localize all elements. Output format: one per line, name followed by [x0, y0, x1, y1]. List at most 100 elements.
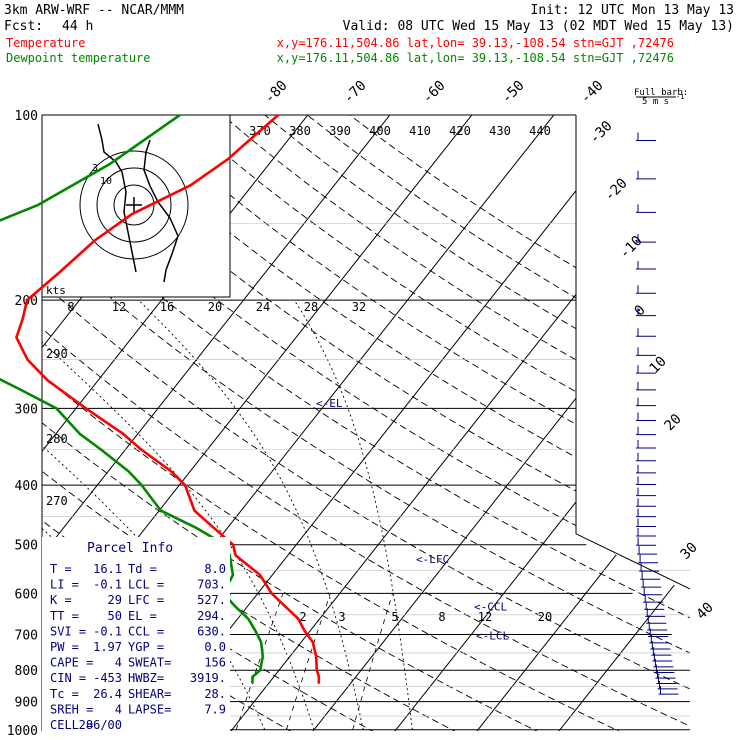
isotherm-tick-label: 40: [694, 600, 717, 623]
legend-dewpoint-info: x,y=176.11,504.86 lat,lon= 39.13,-108.54…: [277, 51, 674, 65]
dewpoint-series: [0, 113, 265, 685]
isotherm-tick-label: -30: [587, 118, 616, 147]
temperature-line-point: [213, 527, 216, 530]
dewpoint-line-point: [55, 407, 58, 410]
parcel-info-cell: LCL =: [128, 578, 164, 592]
pressure-tick-label: 700: [15, 629, 38, 644]
dewpoint-line-point: [196, 527, 198, 530]
theta-label: 400: [369, 124, 391, 138]
isotherm-tick-label: 20: [662, 411, 685, 434]
mixing-ratio-bottom-label: 2: [299, 610, 306, 624]
dewpoint-line-point: [179, 114, 181, 116]
legend-temperature-info: x,y=176.11,504.86 lat,lon= 39.13,-108.54…: [277, 36, 674, 50]
parcel-info-cell: 29: [108, 593, 122, 607]
pressure-tick-label: 400: [15, 479, 38, 494]
isotherm-tick-label: -70: [341, 78, 370, 107]
parcel-info-cell: 286/00: [79, 718, 122, 732]
moist-adiabat-line: [293, 299, 413, 730]
inset-location-map: 3 10 kts: [41, 114, 231, 298]
terrain-contour-path: [143, 139, 179, 283]
legend-temperature: Temperature: [6, 36, 85, 50]
parcel-info-cell: 703.: [197, 578, 226, 592]
temperature-line-point: [284, 605, 287, 608]
theta-label: 390: [329, 124, 351, 138]
mixing-ratio-top-label: 24: [256, 300, 270, 314]
temperature-line-point: [311, 641, 314, 643]
parcel-info-cell: CCL =: [128, 624, 164, 638]
station-crosshair-icon: [126, 197, 142, 213]
temperature-line-point: [26, 299, 28, 301]
parcel-level-label: <-LCL: [476, 630, 509, 643]
range-ring-label: 10: [100, 176, 112, 187]
isotherm-tick-label: -10: [617, 233, 646, 262]
theta-label: 420: [449, 124, 471, 138]
parcel-info-cell: K =: [50, 593, 72, 607]
parcel-info-cell: SHEAR=: [128, 687, 171, 701]
mixing-ratio-bottom-label: 3: [338, 610, 345, 624]
temperature-line-point: [59, 271, 61, 273]
wind-barb-column: [636, 132, 679, 695]
dewpoint-line-point: [20, 389, 22, 391]
theta-label: 380: [289, 124, 311, 138]
isotherm-tick-label: -50: [499, 78, 528, 107]
dewpoint-line-point: [100, 448, 102, 451]
parcel-info-cell: Td =: [128, 562, 157, 576]
model-title: 3km ARW-WRF -- NCAR/MMM: [4, 3, 184, 18]
dewpoint-line-point: [254, 629, 257, 632]
theta-label: 410: [409, 124, 431, 138]
dry-adiabat-line: [42, 115, 644, 731]
temperature-line-point: [318, 675, 320, 678]
parcel-info-cell: 4: [115, 656, 122, 670]
isotherm-line: [385, 115, 690, 731]
temperature-line-point: [26, 358, 29, 361]
mixing-ratio-top-label: 20: [208, 300, 222, 314]
theta-label: 440: [529, 124, 551, 138]
parcel-info-cell: 527.: [197, 593, 226, 607]
isotherm-tick-label: 30: [678, 540, 701, 563]
parcel-info-cell: HWBZ=: [128, 671, 164, 685]
parcel-info-cell: 630.: [197, 624, 226, 638]
forecast-label: Fcst:: [4, 19, 43, 34]
mixing-ratio-line: [352, 593, 393, 730]
parcel-info-cell: 156: [204, 656, 226, 670]
parcel-info-cell: 7.9: [204, 702, 226, 716]
temperature-line-point: [84, 407, 87, 410]
parcel-info-cell: CAPE =: [50, 656, 93, 670]
pressure-tick-label: 1000: [7, 724, 38, 739]
parcel-level-label: <-LFC: [416, 553, 449, 566]
forecast-hour: 44 h: [62, 19, 93, 34]
parcel-info-cell: SREH =: [50, 702, 93, 716]
parcel-info-cell: -0.1: [93, 624, 122, 638]
isotherm-line: [303, 115, 690, 731]
dry-adiabat-line: [42, 115, 478, 731]
valid-time: Valid: 08 UTC Wed 15 May 13 (02 MDT Wed …: [343, 19, 734, 34]
parcel-info-cell: YGP =: [128, 640, 164, 654]
mixing-ratio-top-label: 12: [112, 300, 126, 314]
temperature-line-point: [315, 669, 318, 672]
parcel-info-panel: Parcel Info T = 16.1 Td = 8.0 LI = -0.1 LCL = 7…: [42, 537, 230, 732]
moist-adiabat-line: [42, 299, 315, 730]
dry-adiabat-line: [42, 115, 312, 731]
parcel-level-markers: <-EL <-LFC <-CCL <-LCL: [316, 397, 509, 643]
isotherm-line: [549, 115, 690, 731]
dewpoint-line-point: [261, 655, 264, 658]
temperature-series: [15, 114, 321, 685]
range-ring-inner: [113, 184, 155, 226]
mixing-ratio-top-label: 28: [304, 300, 318, 314]
parcel-info-cell: LI =: [50, 578, 79, 592]
pressure-tick-label: 100: [15, 109, 38, 124]
pressure-tick-label: 600: [15, 587, 38, 602]
parcel-info-title: Parcel Info: [87, 541, 173, 556]
parcel-info-cell: 8.0: [204, 562, 226, 576]
temperature-line-point: [93, 239, 96, 242]
dry-adiabat-line: [42, 115, 395, 731]
parcel-info-cell: LFC =: [128, 593, 164, 607]
isotherm-line: [42, 115, 331, 731]
temperature-line-point: [21, 318, 24, 321]
parcel-info-cell: -453: [93, 671, 122, 685]
dry-adiabat-line: [42, 115, 690, 731]
isotherm-line: [42, 115, 413, 731]
